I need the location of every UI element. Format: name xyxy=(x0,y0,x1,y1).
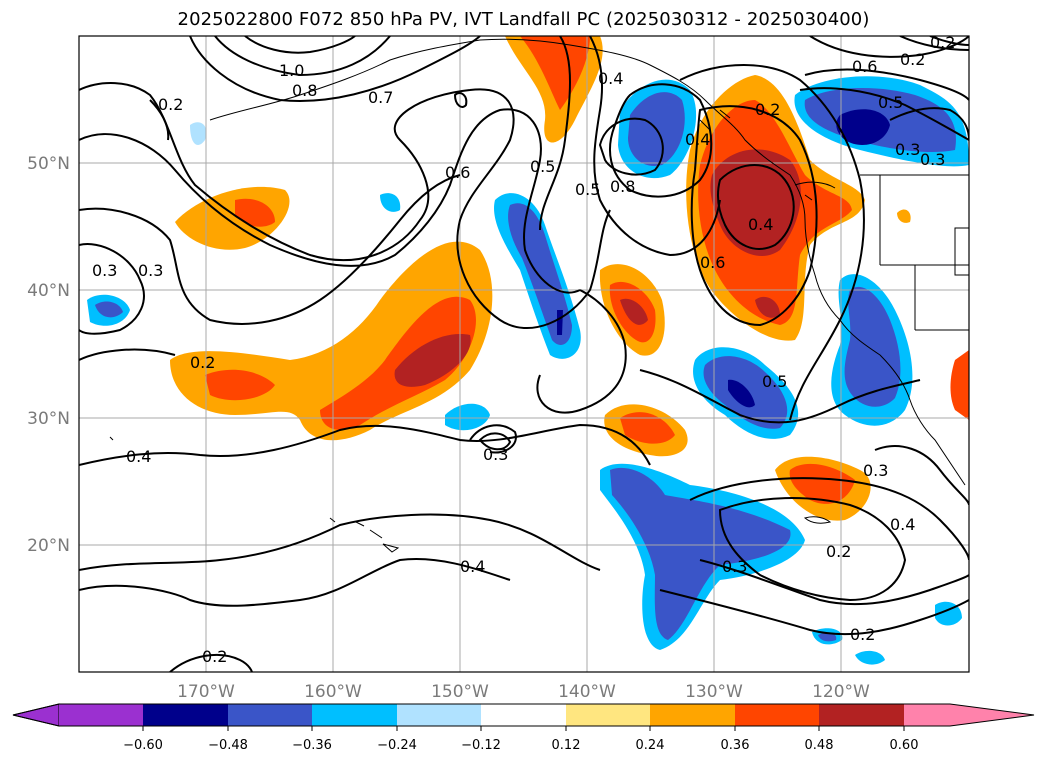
lat-label: 30°N xyxy=(27,409,70,429)
contour-label: 0.5 xyxy=(530,157,555,176)
contour-label: 0.5 xyxy=(575,180,600,199)
contour-label: 0.3 xyxy=(863,461,888,480)
contour-label: 0.4 xyxy=(890,515,915,534)
colorbar-tick-label: 0.12 xyxy=(552,738,581,753)
lon-label: 120°W xyxy=(812,682,870,702)
contour-label: 0.4 xyxy=(126,447,151,466)
colorbar-tick-label: −0.36 xyxy=(292,738,332,753)
colorbar-segment xyxy=(228,704,312,726)
latitude-labels: 50°N 40°N 30°N 20°N xyxy=(27,154,70,556)
colorbar-segment xyxy=(650,704,735,726)
colorbar-extend-max xyxy=(904,704,1034,726)
colorbar-segment xyxy=(481,704,566,726)
contour-label: 0.2 xyxy=(900,50,925,69)
contour-label: 0.4 xyxy=(598,69,623,88)
contour-label: 0.2 xyxy=(202,647,227,666)
contour-label-group: 1.0 0.8 0.7 0.2 0.6 0.5 0.4 0.3 0.2 0.4 … xyxy=(92,33,955,666)
colorbar-segment xyxy=(397,704,481,726)
contour-label: 1.0 xyxy=(279,61,304,80)
map-border xyxy=(78,35,970,673)
contour-label: 0.2 xyxy=(826,542,851,561)
contour-label: 0.7 xyxy=(368,88,393,107)
contour-label: 0.5 xyxy=(762,372,787,391)
lon-label: 140°W xyxy=(558,682,616,702)
colorbar-segment xyxy=(819,704,904,726)
contour-label: 0.3 xyxy=(92,261,117,280)
contour-label: 0.2 xyxy=(158,95,183,114)
map-title: 2025022800 F072 850 hPa PV, IVT Landfall… xyxy=(177,9,870,30)
lon-label: 160°W xyxy=(304,682,362,702)
colorbar-segment xyxy=(566,704,650,726)
colorbar-tick-label: 0.48 xyxy=(805,738,834,753)
lon-label: 150°W xyxy=(431,682,489,702)
colorbar-tick-label: −0.48 xyxy=(208,738,248,753)
contour-label: 0.4 xyxy=(460,557,485,576)
longitude-labels: 170°W 160°W 150°W 140°W 130°W 120°W xyxy=(177,682,870,702)
contour-label: 0.2 xyxy=(755,100,780,119)
contour-label: 0.2 xyxy=(930,33,955,52)
contour-label: 0.3 xyxy=(920,150,945,169)
colorbar-segment xyxy=(59,704,143,726)
lat-label: 40°N xyxy=(27,281,70,301)
contour-label: 0.6 xyxy=(445,163,470,182)
contour-label: 0.4 xyxy=(685,130,710,149)
colorbar-segment xyxy=(143,704,228,726)
contour-label: 0.3 xyxy=(722,557,747,576)
contour-label: 0.6 xyxy=(700,253,725,272)
contour-label: 0.2 xyxy=(190,353,215,372)
colorbar-tick-label: 0.24 xyxy=(636,738,665,753)
contour-label: 0.3 xyxy=(138,261,163,280)
coastlines xyxy=(109,38,969,553)
colorbar-tick-label: −0.24 xyxy=(377,738,417,753)
contour-label: 0.6 xyxy=(852,57,877,76)
colorbar-extend-min xyxy=(12,703,60,727)
colorbar-tick-label: 0.60 xyxy=(890,738,919,753)
contour-label: 0.3 xyxy=(483,445,508,464)
colorbar: −0.60 −0.48 −0.36 −0.24 −0.12 0.12 0.24 … xyxy=(12,703,1035,753)
contour-label: 0.5 xyxy=(878,93,903,112)
contour-label: 0.8 xyxy=(610,177,635,196)
lon-label: 130°W xyxy=(685,682,743,702)
colorbar-segment xyxy=(735,704,819,726)
contour-label: 0.3 xyxy=(895,140,920,159)
colorbar-tick-label: −0.12 xyxy=(461,738,501,753)
lat-label: 50°N xyxy=(27,154,70,174)
colorbar-segment xyxy=(312,704,397,726)
contour-label: 0.4 xyxy=(748,215,773,234)
lon-label: 170°W xyxy=(177,682,235,702)
lat-label: 20°N xyxy=(27,536,70,556)
contour-label: 0.8 xyxy=(292,81,317,100)
pv-contours xyxy=(79,36,969,672)
colorbar-tick-label: −0.60 xyxy=(123,738,163,753)
contour-label: 0.2 xyxy=(850,625,875,644)
colorbar-tick-label: 0.36 xyxy=(721,738,750,753)
graticule xyxy=(79,36,969,672)
